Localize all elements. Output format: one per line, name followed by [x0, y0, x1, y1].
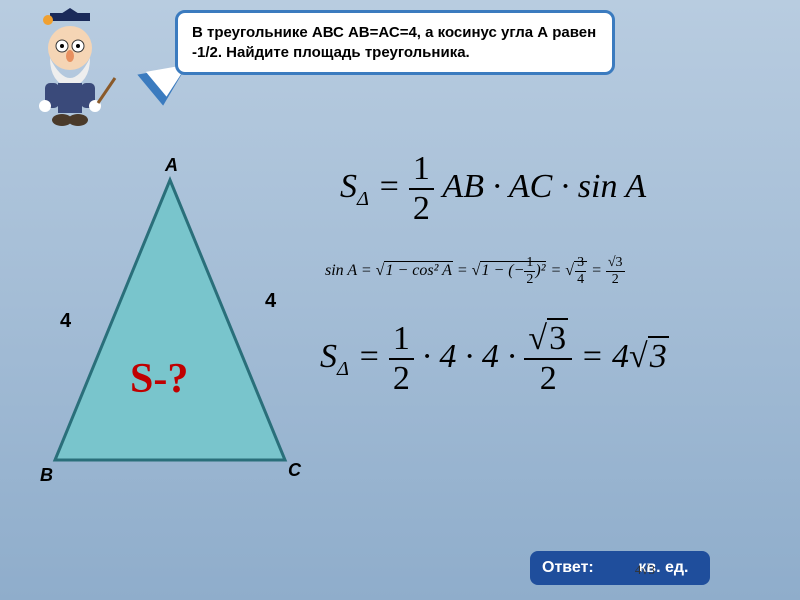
f2-eq3: = — [591, 262, 606, 279]
f2-sqrt3: 34 — [565, 255, 587, 288]
f2-sqrt2: 1 − (−12)² — [472, 255, 547, 288]
problem-text: В треугольнике АВС АВ=АС=4, а косинус уг… — [192, 24, 596, 61]
f3-dot3: · — [507, 338, 524, 375]
vertex-b: B — [40, 465, 53, 486]
answer-box: Ответ: кв. ед. — [530, 551, 710, 585]
f1-lhs: SΔ — [340, 168, 369, 205]
formula-sin-derivation: sin A = 1 − cos² A = 1 − (−12)² = 34 = √… — [325, 255, 625, 288]
side-ac-label: 4 — [265, 290, 276, 313]
f3-dot2: · — [465, 338, 482, 375]
problem-statement-box: В треугольнике АВС АВ=АС=4, а косинус уг… — [175, 10, 615, 75]
triangle-diagram: A B C 4 4 S-? — [40, 160, 300, 480]
f3-result: 43 — [612, 338, 669, 375]
side-ab-label: 4 — [60, 310, 71, 333]
answer-value: 4√3 — [635, 562, 655, 578]
f1-terms: AB · AC · sin A — [442, 168, 646, 205]
f2-result: √3 2 — [606, 255, 625, 288]
f3-eq2: = — [581, 338, 612, 375]
area-question: S-? — [130, 355, 188, 403]
f2-prefix: sin A = — [325, 262, 376, 279]
f2-eq1: = — [457, 262, 472, 279]
f2-eq2: = — [550, 262, 565, 279]
f3-dot1: · — [422, 338, 439, 375]
formula-final-calc: SΔ = 1 2 · 4 · 4 · 3 2 = 43 — [320, 320, 669, 398]
vertex-c: C — [288, 460, 301, 481]
f3-v1: 4 — [439, 338, 456, 375]
f2-sqrt1: 1 − cos² A — [376, 262, 453, 280]
triangle-svg — [40, 160, 300, 480]
answer-label: Ответ: — [542, 559, 594, 576]
f1-half: 1 2 — [409, 150, 434, 228]
f3-eq1: = — [357, 338, 388, 375]
formula-area-general: SΔ = 1 2 AB · AC · sin A — [340, 150, 646, 228]
f3-v2: 4 — [482, 338, 499, 375]
f3-sinfrac: 3 2 — [524, 320, 572, 398]
f1-eq: = — [377, 168, 408, 205]
f3-half: 1 2 — [389, 320, 414, 398]
professor-svg — [20, 8, 120, 128]
vertex-a: A — [165, 155, 178, 176]
f3-lhs: SΔ — [320, 338, 349, 375]
professor-illustration — [20, 8, 120, 128]
